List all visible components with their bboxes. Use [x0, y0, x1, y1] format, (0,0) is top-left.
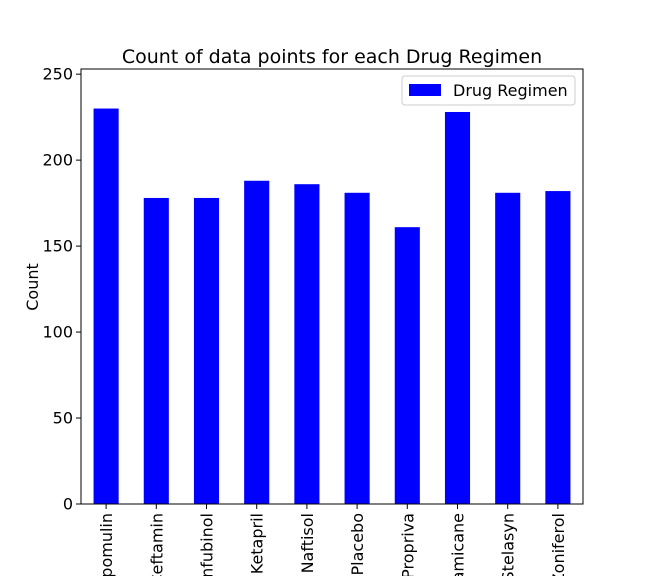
x-tick-label-placebo: Placebo [348, 513, 367, 575]
bar-ketapril [244, 180, 270, 504]
y-axis-label: Count [23, 263, 42, 311]
x-tick-label-zoniferol: Zoniferol [549, 513, 568, 576]
bar-ceftamin [143, 197, 169, 504]
x-tick-label-propriva: Propriva [398, 513, 417, 576]
bar-placebo [344, 192, 370, 504]
legend: Drug Regimen [401, 75, 576, 106]
bar-capomulin [93, 108, 119, 504]
bar-naftisol [294, 184, 320, 504]
y-tick-label-250: 250 [42, 65, 73, 84]
bar-propriva [394, 227, 420, 504]
x-tick-label-capomulin: Capomulin [97, 513, 116, 576]
x-tick-label-infubinol: Infubinol [198, 513, 217, 576]
legend-swatch-drug-regimen [409, 84, 441, 96]
bar-ramicane [444, 111, 471, 504]
x-tick-label-stelasyn: Stelasyn [499, 513, 518, 576]
x-tick-label-ceftamin: Ceftamin [147, 513, 166, 576]
x-tick-label-ketapril: Ketapril [248, 513, 267, 574]
y-tick-label-100: 100 [42, 323, 73, 342]
legend-box [401, 75, 576, 106]
y-tick-label-50: 50 [53, 409, 73, 428]
bar-zoniferol [545, 191, 571, 504]
chart-title: Count of data points for each Drug Regim… [122, 46, 542, 68]
y-tick-label-200: 200 [42, 151, 73, 170]
plot-area-frame [80, 68, 584, 505]
bar-stelasyn [495, 192, 521, 504]
y-tick-label-150: 150 [42, 237, 73, 256]
x-tick-label-ramicane: Ramicane [449, 513, 468, 576]
bar-infubinol [193, 197, 220, 504]
y-tick-label-0: 0 [63, 495, 73, 514]
legend-label-drug-regimen: Drug Regimen [453, 81, 568, 100]
x-tick-label-naftisol: Naftisol [298, 513, 317, 573]
